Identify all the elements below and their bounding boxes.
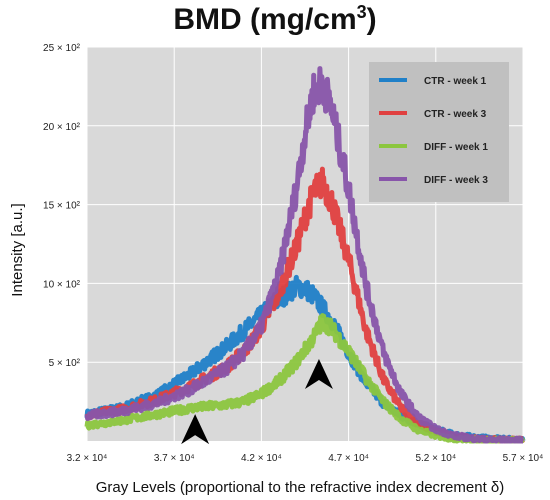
series-line-3 bbox=[84, 66, 525, 444]
series-line-2 bbox=[84, 313, 526, 444]
x-tick-label-4: 5.2 × 10⁴ bbox=[415, 453, 456, 464]
legend-label-3: DIFF - week 3 bbox=[424, 175, 488, 186]
x-axis-ticks: 3.2 × 10⁴ 3.7 × 10⁴ 4.2 × 10⁴ 4.7 × 10⁴ 5.2 … bbox=[67, 453, 544, 464]
x-axis-label: Gray Levels (proportional to the refract… bbox=[96, 479, 505, 496]
x-tick-label-3: 4.7 × 10⁴ bbox=[328, 453, 369, 464]
x-tick-label-0: 3.2 × 10⁴ bbox=[67, 453, 108, 464]
y-tick-label-2: 15 × 10² bbox=[43, 201, 81, 212]
arrowhead-1 bbox=[304, 358, 333, 389]
y-axis-ticks: 5 × 10² 10 × 10² 15 × 10² 20 × 10² 25 × 10² bbox=[43, 43, 81, 369]
x-tick-label-2: 4.2 × 10⁴ bbox=[241, 453, 282, 464]
y-tick-label-4: 25 × 10² bbox=[43, 43, 81, 54]
y-tick-label-0: 5 × 10² bbox=[49, 358, 81, 369]
legend-label-0: CTR - week 1 bbox=[424, 76, 487, 87]
annotations bbox=[181, 358, 333, 445]
legend: CTR - week 1 CTR - week 3 DIFF - week 1 DIF… bbox=[369, 62, 509, 202]
x-tick-label-1: 3.7 × 10⁴ bbox=[154, 453, 195, 464]
arrowhead-0 bbox=[181, 414, 210, 445]
x-tick-label-5: 5.7 × 10⁴ bbox=[503, 453, 544, 464]
y-tick-label-1: 10 × 10² bbox=[43, 279, 81, 290]
y-axis-label: Intensity [a.u.] bbox=[9, 203, 26, 296]
series-group bbox=[84, 66, 526, 444]
chart-title: BMD (mg/cm3) bbox=[173, 2, 377, 36]
y-tick-label-3: 20 × 10² bbox=[43, 122, 81, 133]
legend-label-1: CTR - week 3 bbox=[424, 109, 487, 120]
legend-label-2: DIFF - week 1 bbox=[424, 142, 488, 153]
